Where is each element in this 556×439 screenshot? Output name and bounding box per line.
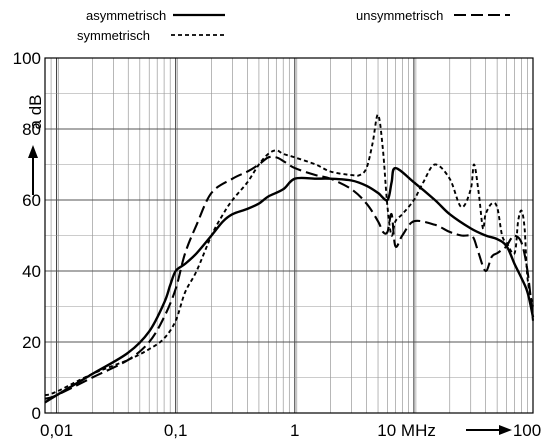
series-group — [44, 113, 535, 404]
y-tick-label: 100 — [13, 49, 41, 68]
y-tick-label: 80 — [22, 120, 41, 139]
series-asymmetrisch-line — [44, 166, 535, 404]
legend-unsymmetrisch-label: unsymmetrisch — [356, 8, 443, 23]
x-tick-label: 0,01 — [40, 421, 73, 439]
y-tick-label: 0 — [32, 404, 41, 423]
series-unsymmetrisch-line — [44, 155, 535, 400]
legend-symmetrisch-label: symmetrisch — [77, 28, 150, 43]
plot-frame — [44, 57, 534, 414]
tick-labels: 0 20 40 60 80 100 0,01 0,1 1 10 MHz 100 — [13, 49, 542, 439]
y-axis-arrow — [28, 145, 38, 195]
series-symmetrisch-line — [44, 113, 534, 397]
x-tick-label: 0,1 — [164, 421, 188, 439]
grid-lines — [44, 57, 533, 414]
y-tick-label: 60 — [22, 191, 41, 210]
y-tick-label: 40 — [22, 262, 41, 281]
x-axis-arrow — [466, 425, 512, 435]
y-tick-label: 20 — [22, 333, 41, 352]
x-tick-label: 10 MHz — [377, 421, 436, 439]
y-axis-label: a dB — [26, 95, 45, 130]
x-tick-label: 100 — [513, 421, 541, 439]
legend: asymmetrisch symmetrisch unsymmetrisch — [77, 8, 510, 43]
legend-asymmetrisch-label: asymmetrisch — [86, 8, 166, 23]
x-tick-label: 1 — [290, 421, 299, 439]
